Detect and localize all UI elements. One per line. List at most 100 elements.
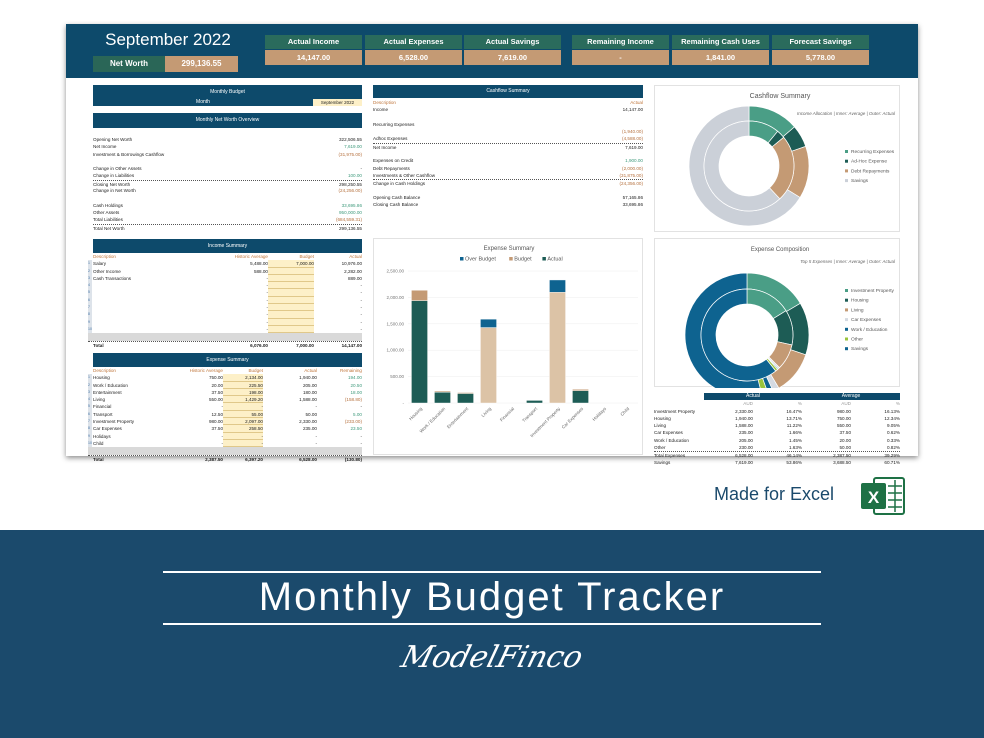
total-row: Total 2,387.50 6,397.20 6,528.00 (130.80): [88, 454, 362, 462]
budget-input[interactable]: [268, 289, 314, 297]
table-row: Work / Education 205.00 1.45% 20.00 0.33%: [654, 437, 900, 444]
cell: Description: [93, 254, 116, 259]
budget-input[interactable]: [268, 325, 314, 334]
table-row: - - 10: [88, 325, 362, 334]
cell: -: [360, 297, 362, 303]
bar-over-budget: [549, 279, 566, 293]
income-summary-title: Income Summary: [93, 239, 362, 253]
table-row: - - 7: [88, 304, 362, 312]
column-header-row: Description Actual: [373, 99, 643, 106]
budget-input[interactable]: [268, 318, 314, 326]
budget-input[interactable]: 55.00: [223, 410, 263, 419]
cell: 6,397.20: [245, 456, 263, 462]
legend-label: Debt Repayments: [851, 168, 890, 174]
budget-input[interactable]: -: [223, 439, 263, 448]
cell: [88, 289, 208, 296]
legend-swatch: [845, 169, 848, 173]
y-tick-label: 1,500.00: [386, 321, 404, 326]
legend-label: Recurring Expenses: [851, 149, 895, 155]
kpi-value: -: [572, 50, 669, 65]
row-number: 3: [88, 388, 92, 397]
cell: 5.00: [353, 411, 362, 417]
budget-input[interactable]: [268, 274, 314, 283]
cell: 20.00: [211, 382, 224, 388]
cell: 16.13%: [884, 408, 900, 414]
row-label: Expenses on Credit: [373, 158, 414, 164]
cell: 0.33%: [886, 437, 900, 443]
group-header-row: Actual Average: [654, 393, 900, 401]
x-tick-label: Transport: [521, 406, 539, 424]
cell: -: [208, 289, 268, 296]
cell: 1.45%: [788, 437, 802, 443]
legend-label: Ad-Hoc Expense: [851, 159, 887, 165]
table-row: Other 230.00 1.63% 50.00 0.82%: [654, 444, 900, 451]
cell: 1,588.00: [299, 397, 317, 403]
cell: 37.50: [211, 426, 224, 432]
month-title: September 2022: [105, 30, 231, 49]
table-row: Holidays----9: [88, 432, 362, 440]
cell: [88, 282, 208, 289]
budget-input[interactable]: 2,134.00: [223, 374, 263, 382]
cell: 14,147.00: [341, 342, 362, 348]
row-value: [508, 150, 643, 157]
cell: [654, 400, 704, 407]
budget-input[interactable]: 198.00: [223, 388, 263, 397]
row-value: 299,136.55: [339, 225, 362, 231]
legend-label: Over Budget: [465, 257, 496, 263]
row-number: 1: [88, 374, 92, 382]
expense-bar-chart-svg: Expense Summary Over Budget Budget Actual - 5…: [386, 246, 638, 438]
cashflow-donut-chart: Cashflow Summary Income Allocation | Inne…: [654, 85, 900, 232]
legend-label: Actual: [547, 257, 562, 263]
cell: [88, 297, 208, 304]
table-row: (1,940.00): [373, 128, 643, 135]
row-number: 2: [88, 381, 92, 389]
x-tick-label: Entertainment: [446, 406, 470, 430]
excel-logo-icon: X: [860, 476, 906, 516]
cell: -: [360, 433, 362, 439]
x-tick-label: Financial: [499, 406, 515, 422]
month-select[interactable]: September 2022: [313, 99, 362, 106]
chart-subtitle: Top 5 Expenses | Inner: Average | Outer:…: [800, 259, 896, 264]
unit-header: AUD: [743, 401, 753, 407]
cell: 20.50: [350, 382, 363, 388]
row-value: 7,619.00: [344, 144, 362, 150]
budget-input[interactable]: [268, 267, 314, 275]
budget-input[interactable]: 7,000.00: [268, 260, 314, 268]
cell: 7,000.00: [296, 342, 314, 348]
cell: 1,940.00: [299, 375, 317, 381]
cell: 1.63%: [788, 445, 802, 451]
table-row: Housing 1,940.00 13.71% 750.00 12.34%: [654, 415, 900, 422]
cell: 16.47%: [786, 408, 802, 414]
row-value: (2,000.00): [622, 165, 643, 171]
x-tick-label: Car Expenses: [561, 406, 585, 430]
table-row: Total Net Worth 299,136.55: [93, 223, 362, 231]
budget-input[interactable]: [268, 304, 314, 312]
budget-input[interactable]: [268, 296, 314, 305]
budget-input[interactable]: 225.50: [223, 381, 263, 389]
budget-input[interactable]: [268, 282, 314, 290]
row-label: Income: [373, 107, 389, 113]
cell: 13.71%: [786, 415, 802, 421]
cell: Budget: [248, 368, 263, 373]
expense-composition-chart: Expense Composition Top 5 Expenses | Inne…: [654, 238, 900, 398]
expense-composition-table: Actual Average AUD% AUD% Investment Property…: [654, 393, 900, 466]
row-label: [373, 128, 508, 135]
cell: Budget: [299, 254, 314, 259]
cell: Holidays: [93, 433, 111, 439]
cell: 235.00: [302, 426, 317, 432]
cell: 10,976.00: [341, 261, 362, 267]
budget-input[interactable]: -: [223, 403, 263, 411]
budget-input[interactable]: 1,429.20: [223, 396, 263, 404]
kpi-label: Remaining Cash Uses: [672, 35, 769, 49]
bar-budget-remaining: [411, 290, 428, 301]
legend-label: Living: [851, 307, 864, 313]
budget-input[interactable]: 258.50: [223, 425, 263, 433]
net-worth-label: Net Worth: [93, 56, 165, 72]
budget-input[interactable]: -: [223, 432, 263, 440]
budget-input[interactable]: [268, 311, 314, 319]
budget-input[interactable]: 2,097.00: [223, 418, 263, 426]
x-tick-label: Living: [480, 406, 492, 418]
chart-subtitle: Income Allocation | Inner: Average | Out…: [797, 111, 896, 116]
table-row: Recurring Expenses: [373, 121, 643, 128]
cell: 6,528.00: [735, 453, 753, 459]
